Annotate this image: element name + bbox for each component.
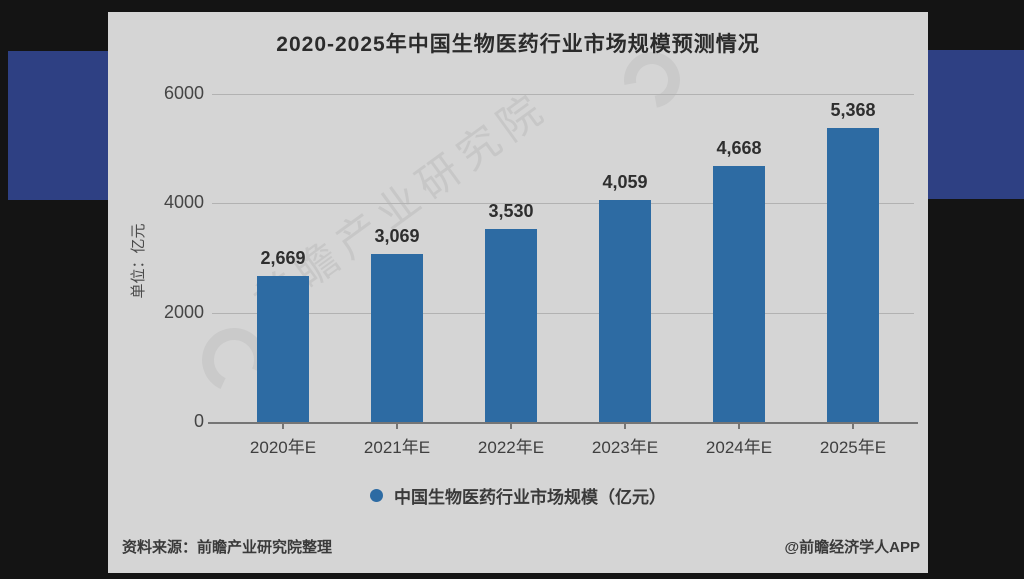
legend: 中国生物医药行业市场规模（亿元） [108,483,928,508]
bar-value-label: 5,368 [830,100,876,121]
x-axis-line [208,422,918,424]
x-tick-label: 2020年E [249,438,317,457]
bar-value-label: 4,059 [602,171,648,192]
chart-card: 前瞻产业研究院 2020-2025年中国生物医药行业市场规模预测情况 单位：亿元… [108,12,928,573]
x-tick [852,424,854,429]
x-tick-label: 2023年E [591,438,659,457]
bar [599,199,651,422]
x-tick [738,424,740,429]
x-tick [624,424,626,429]
bar [257,275,309,422]
y-gridline [212,203,914,204]
background-band-left [8,51,108,200]
legend-label: 中国生物医药行业市场规模（亿元） [394,488,666,507]
chart-title: 2020-2025年中国生物医药行业市场规模预测情况 [276,33,760,56]
y-tick-label: 0 [193,411,204,431]
x-tick-label: 2025年E [819,438,887,457]
bar-value-label: 3,069 [374,225,420,246]
bar-value-label: 4,668 [716,138,762,159]
source-note: 资料来源：前瞻产业研究院整理 [122,539,333,556]
plot-area: 0 2000 4000 6000 2,669 2020年E 3,069 2021年E 3,530… [108,12,928,573]
x-tick [396,424,398,429]
bar-value-label: 2,669 [260,247,306,268]
bar [485,228,537,422]
x-tick-label: 2022年E [477,438,545,457]
y-gridline [212,93,914,95]
legend-marker-icon [370,489,383,502]
bar [713,166,765,422]
background-band-right [928,50,1024,199]
bar-value-label: 3,530 [488,200,534,221]
y-tick-label: 4000 [163,192,204,212]
y-gridline [212,312,914,314]
bar [371,253,423,422]
y-tick-label: 6000 [163,82,204,103]
y-tick-label: 2000 [163,301,204,322]
bar [827,128,879,422]
x-tick [510,424,512,429]
x-tick [282,424,284,429]
x-tick-label: 2024年E [705,438,773,457]
credit-note: @前瞻经济学人APP [784,539,920,556]
x-tick-label: 2021年E [363,438,431,457]
